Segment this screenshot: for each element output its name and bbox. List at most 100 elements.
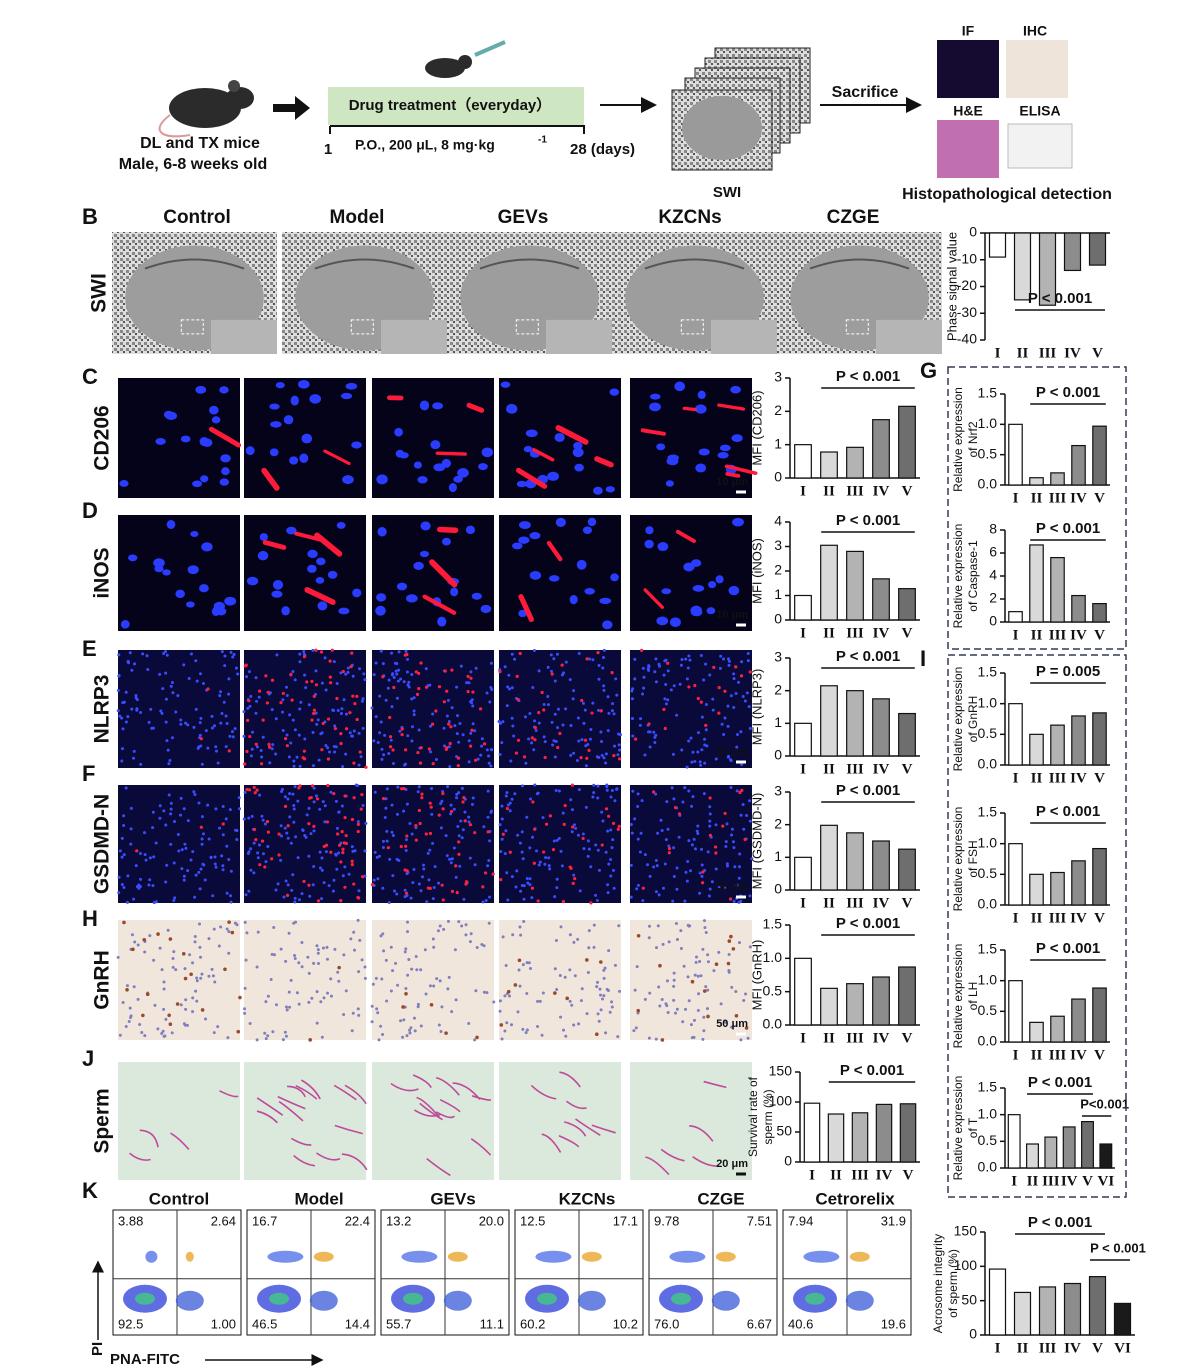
cell bbox=[248, 1022, 252, 1026]
nucleus bbox=[681, 800, 685, 804]
cell bbox=[118, 1033, 122, 1037]
nucleus bbox=[596, 784, 600, 788]
cell bbox=[256, 930, 260, 934]
nucleus bbox=[345, 382, 358, 390]
nucleus bbox=[489, 686, 493, 690]
nucleus bbox=[353, 849, 357, 853]
cell bbox=[518, 925, 522, 929]
nucleus bbox=[194, 659, 198, 663]
nucleus bbox=[732, 517, 744, 527]
nucleus bbox=[641, 899, 645, 903]
nucleus bbox=[516, 833, 520, 837]
schematic: DL and TX mice Male, 6-8 weeks old Drug … bbox=[119, 23, 1112, 204]
nucleus bbox=[116, 689, 120, 693]
nucleus bbox=[346, 666, 350, 670]
nucleus bbox=[605, 486, 616, 493]
signal bbox=[339, 899, 343, 903]
nucleus bbox=[139, 877, 143, 881]
y-tick-label: 0.5 bbox=[978, 865, 998, 881]
cell bbox=[419, 1024, 423, 1028]
nucleus bbox=[356, 820, 360, 824]
cell bbox=[316, 951, 320, 955]
nucleus bbox=[417, 728, 421, 732]
nucleus bbox=[312, 786, 316, 790]
signal bbox=[428, 886, 432, 891]
signal bbox=[301, 756, 305, 760]
micrograph bbox=[244, 515, 366, 631]
group-header: Cetrorelix bbox=[815, 1189, 895, 1208]
nucleus bbox=[251, 730, 255, 734]
x-tick-label: IV bbox=[1070, 627, 1087, 643]
signal bbox=[265, 819, 270, 824]
cell bbox=[719, 1002, 723, 1006]
nucleus bbox=[352, 588, 362, 598]
nucleus bbox=[200, 815, 204, 819]
signal bbox=[469, 676, 473, 680]
sperm bbox=[293, 1154, 316, 1167]
nucleus bbox=[532, 649, 536, 653]
group-header: Model bbox=[330, 207, 385, 228]
annotation: P < 0.001 bbox=[836, 368, 900, 385]
nucleus bbox=[500, 817, 504, 821]
micrograph bbox=[372, 1062, 494, 1180]
nucleus bbox=[303, 834, 307, 838]
sperm bbox=[315, 1152, 341, 1161]
x-tick-label: III bbox=[846, 895, 864, 911]
cell bbox=[270, 952, 274, 956]
nucleus bbox=[569, 798, 573, 802]
inset bbox=[711, 319, 777, 354]
signal bbox=[600, 843, 604, 847]
nucleus bbox=[372, 739, 376, 743]
nucleus bbox=[546, 665, 550, 669]
nucleus bbox=[499, 721, 503, 725]
nucleus bbox=[425, 900, 429, 904]
cell bbox=[696, 1008, 700, 1012]
cell bbox=[342, 1012, 346, 1016]
nucleus bbox=[572, 873, 576, 877]
nucleus bbox=[672, 874, 676, 878]
quadrant-value: 31.9 bbox=[881, 1213, 906, 1228]
image bbox=[499, 515, 621, 631]
sperm bbox=[558, 1134, 580, 1148]
cell bbox=[518, 984, 522, 988]
nucleus bbox=[299, 453, 309, 464]
annotation: P = 0.005 bbox=[1036, 663, 1100, 680]
nucleus bbox=[714, 823, 718, 827]
nucleus bbox=[153, 558, 165, 568]
event-cloud bbox=[185, 1251, 194, 1262]
cell bbox=[473, 1038, 477, 1042]
cell bbox=[415, 968, 419, 972]
signal bbox=[587, 748, 591, 753]
sacrifice-text: Sacrifice bbox=[832, 84, 899, 101]
group-header: Control bbox=[149, 1189, 209, 1208]
bar bbox=[846, 446, 864, 479]
signal bbox=[342, 841, 346, 845]
cell bbox=[690, 1036, 694, 1040]
signal bbox=[289, 672, 293, 676]
nucleus bbox=[275, 653, 279, 657]
cell bbox=[195, 979, 199, 983]
nucleus bbox=[433, 463, 446, 472]
treatment-text: Drug treatment（everyday） bbox=[349, 96, 552, 114]
nucleus bbox=[161, 687, 165, 691]
nucleus bbox=[691, 795, 695, 799]
signal bbox=[404, 891, 409, 895]
cell bbox=[604, 1031, 608, 1035]
cell bbox=[568, 999, 572, 1003]
nucleus bbox=[410, 672, 414, 676]
nucleus bbox=[122, 814, 126, 818]
signal bbox=[518, 594, 534, 623]
y-axis-label: Relative expression bbox=[951, 524, 965, 629]
cell bbox=[184, 998, 188, 1002]
nucleus bbox=[678, 682, 682, 686]
signal bbox=[700, 881, 705, 885]
x-tick-label: V bbox=[1092, 1340, 1103, 1356]
signal bbox=[571, 825, 575, 829]
x-tick-label: VI bbox=[1097, 1173, 1114, 1189]
signal bbox=[403, 868, 407, 872]
nucleus bbox=[163, 410, 174, 419]
nucleus bbox=[133, 662, 137, 666]
signal bbox=[531, 800, 535, 804]
panel-letter: K bbox=[82, 1178, 98, 1203]
nucleus bbox=[629, 823, 633, 827]
